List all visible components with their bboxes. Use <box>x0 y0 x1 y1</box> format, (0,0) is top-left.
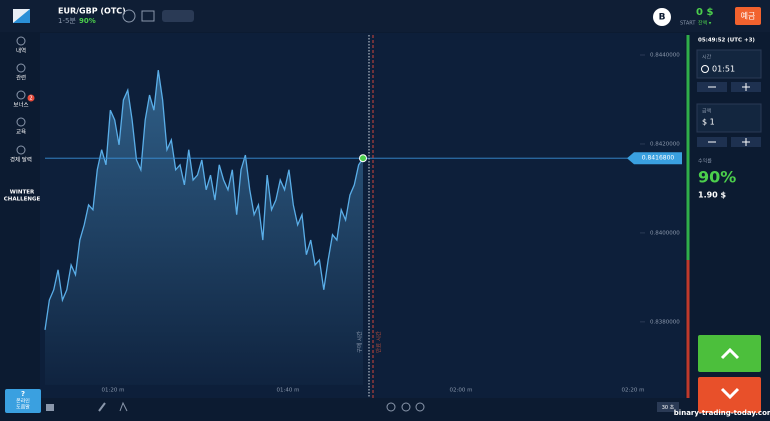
balance: 0 $ <box>696 7 713 18</box>
balance-menu[interactable]: 잔액 ▾ <box>698 20 712 27</box>
payout-value: 1.90 $ <box>698 191 727 200</box>
down-arrow <box>720 387 740 400</box>
nav-icon[interactable] <box>16 90 26 100</box>
nav-icon[interactable] <box>16 117 26 127</box>
layout-button[interactable] <box>141 10 155 22</box>
y-tick-label: 0.8380000 <box>650 319 680 325</box>
asset-name[interactable]: EUR/GBP (OTC) <box>58 7 126 16</box>
y-tick-label: 0.8420000 <box>650 141 680 147</box>
challenge-label[interactable]: WINTER <box>10 190 35 196</box>
amount-label: 금액 <box>702 108 712 115</box>
draw-tool[interactable] <box>98 402 106 412</box>
nav-icon[interactable] <box>16 145 26 155</box>
time-value: 01:51 <box>712 65 735 74</box>
avatar-letter: B <box>659 13 666 23</box>
nav-label: 경제 달력 <box>10 156 32 164</box>
asset-duration: 1-5분 <box>58 17 76 25</box>
time-label: 시간 <box>702 54 712 61</box>
time-label: 01:40 m <box>277 388 300 394</box>
nav-badge <box>27 94 35 102</box>
challenge-label[interactable]: CHALLENGE <box>4 197 41 203</box>
watermark: binary-trading-today.com <box>674 409 770 417</box>
nav-label: 교육 <box>16 129 26 136</box>
amount-value: $ 1 <box>702 118 715 127</box>
help-icon: ? <box>21 390 25 398</box>
time-marker-label: 만료 시간 <box>375 331 383 353</box>
y-tick-label: 0.8400000 <box>650 230 680 236</box>
nav-label: 관련 <box>16 74 26 82</box>
current-point <box>359 154 367 163</box>
time-box[interactable] <box>696 49 762 79</box>
call-button[interactable] <box>698 335 761 372</box>
plus-icon <box>742 83 750 91</box>
nav-label: 보너스 <box>13 101 28 109</box>
indicator-tool[interactable] <box>119 401 128 412</box>
help-line: 도움말 <box>16 404 30 411</box>
avatar[interactable] <box>653 8 671 26</box>
account-type: START <box>680 21 696 27</box>
price-line <box>44 70 364 330</box>
y-tick-label: 0.8440000 <box>650 53 680 59</box>
current-price-tag <box>627 152 682 165</box>
nav-icon[interactable] <box>16 36 26 46</box>
price-area <box>45 70 363 385</box>
nav-label: 내역 <box>16 47 26 55</box>
profit-value: 90% <box>698 168 736 187</box>
current-price-label: 0.8416800 <box>642 155 675 162</box>
deposit-button[interactable] <box>735 7 761 25</box>
clock: 05:49:52 (UTC +3) <box>698 38 755 44</box>
logo-accent <box>13 9 30 23</box>
help-line: 온라인 <box>16 398 30 405</box>
zoom-out[interactable] <box>386 402 396 412</box>
time-label: 02:00 m <box>450 388 473 394</box>
top-bar <box>0 0 770 32</box>
nav-badge-count: 2 <box>29 96 32 102</box>
amount-box[interactable] <box>696 103 762 133</box>
nav-icon[interactable] <box>16 63 26 73</box>
time-label: 01:20 m <box>102 388 125 394</box>
plus-icon <box>742 138 750 146</box>
tv-toggle[interactable] <box>162 10 194 22</box>
zoom-period-label: 30 초 <box>662 405 675 411</box>
up-arrow <box>720 347 740 360</box>
chart-type[interactable] <box>46 404 54 411</box>
zoom-reset[interactable] <box>401 402 411 412</box>
time-marker-label: 구매 시간 <box>356 331 364 353</box>
time-label: 02:20 m <box>622 388 645 394</box>
add-asset[interactable] <box>122 9 136 23</box>
profit-label: 수익률 <box>698 158 712 165</box>
help-button[interactable] <box>5 389 41 413</box>
zoom-period[interactable] <box>657 402 679 412</box>
deposit-label: 예금 <box>741 11 756 21</box>
asset-payout: 90% <box>79 17 96 25</box>
clock-icon <box>701 65 709 73</box>
zoom-in[interactable] <box>415 402 425 412</box>
